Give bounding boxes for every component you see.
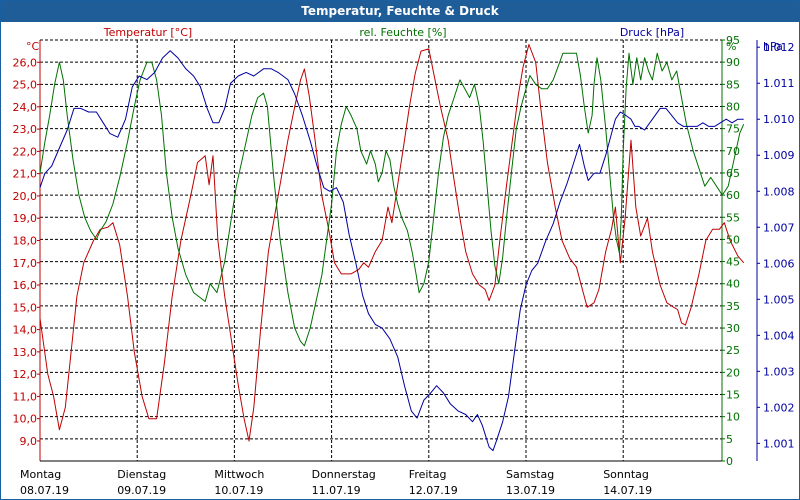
pressure-tick-label: 1.010 (763, 113, 795, 126)
temperature-tick-label: 13,0 (13, 346, 38, 359)
series-lines (39, 44, 745, 452)
pressure-tick-label: 1.003 (763, 365, 795, 378)
x-tick-date: 12.07.19 (409, 484, 458, 497)
temperature-line (39, 44, 745, 442)
humidity-tick-label: 60 (726, 189, 740, 202)
humidity-series-label: rel. Feuchte [%] (359, 26, 446, 39)
humidity-tick-label: 40 (726, 278, 740, 291)
temperature-tick-label: 14,0 (13, 324, 38, 337)
temperature-tick-label: 23,0 (13, 123, 38, 136)
x-tick-date: 08.07.19 (20, 484, 69, 497)
temperature-tick-label: 19,0 (13, 212, 38, 225)
x-tick-day: Sonntag (603, 468, 649, 481)
humidity-tick-label: 10 (726, 411, 740, 424)
x-tick-day: Samstag (506, 468, 554, 481)
temperature-tick-label: 11,0 (13, 390, 38, 403)
humidity-tick-label: 50 (726, 233, 740, 246)
humidity-tick-label: 25 (726, 344, 740, 357)
humidity-tick-label: 75 (726, 123, 740, 136)
x-tick-date: 10.07.19 (214, 484, 263, 497)
humidity-tick-label: 15 (726, 389, 740, 402)
humidity-tick-label: 30 (726, 322, 740, 335)
x-tick-date: 14.07.19 (603, 484, 652, 497)
humidity-tick-label: 0 (726, 455, 733, 468)
pressure-tick-label: 1.009 (763, 149, 795, 162)
temperature-tick-label: 9,0 (20, 435, 38, 448)
x-tick-day: Dienstag (117, 468, 166, 481)
humidity-tick-label: 95 (726, 34, 740, 47)
temperature-tick-label: 17,0 (13, 257, 38, 270)
pressure-tick-label: 1.006 (763, 257, 795, 270)
x-tick-date: 09.07.19 (117, 484, 166, 497)
temperature-tick-label: 26,0 (13, 56, 38, 69)
temperature-unit: °C (26, 40, 40, 53)
humidity-tick-label: 85 (726, 78, 740, 91)
pressure-tick-label: 1.007 (763, 221, 795, 234)
temperature-tick-label: 21,0 (13, 168, 38, 181)
temperature-tick-label: 24,0 (13, 101, 38, 114)
humidity-tick-label: 65 (726, 167, 740, 180)
humidity-tick-label: 90 (726, 56, 740, 69)
pressure-tick-label: 1.004 (763, 329, 795, 342)
x-tick-date: 11.07.19 (312, 484, 361, 497)
x-tick-day: Donnerstag (312, 468, 376, 481)
humidity-tick-label: 45 (726, 256, 740, 269)
x-tick-day: Freitag (409, 468, 447, 481)
x-tick-date: 13.07.19 (506, 484, 555, 497)
pressure-tick-label: 1.008 (763, 185, 795, 198)
axes (37, 39, 760, 462)
humidity-tick-label: 35 (726, 300, 740, 313)
grid (40, 39, 722, 461)
temperature-tick-label: 20,0 (13, 190, 38, 203)
pressure-unit: hPa (763, 40, 783, 53)
temperature-tick-label: 10,0 (13, 413, 38, 426)
pressure-tick-label: 1.001 (763, 437, 795, 450)
humidity-unit: % (726, 40, 736, 53)
humidity-line (39, 52, 745, 347)
pressure-tick-label: 1.011 (763, 77, 795, 90)
pressure-series-label: Druck [hPa] (620, 26, 684, 39)
humidity-tick-label: 80 (726, 100, 740, 113)
temperature-tick-label: 22,0 (13, 145, 38, 158)
humidity-tick-label: 70 (726, 145, 740, 158)
chart-title: Temperatur, Feuchte & Druck (1, 1, 799, 22)
x-tick-day: Montag (20, 468, 61, 481)
x-tick-day: Mittwoch (214, 468, 264, 481)
temperature-tick-label: 25,0 (13, 79, 38, 92)
temperature-tick-label: 18,0 (13, 234, 38, 247)
axis-labels: 9,0 10,0 11,0 12,0 13,0 14,0 15,0 16,0 17,0 18,0 1… (13, 26, 795, 497)
humidity-tick-label: 20 (726, 366, 740, 379)
temperature-tick-label: 12,0 (13, 368, 38, 381)
humidity-tick-label: 55 (726, 211, 740, 224)
temperature-series-label: Temperatur [°C] (103, 26, 192, 39)
pressure-tick-label: 1.002 (763, 401, 795, 414)
temperature-tick-label: 15,0 (13, 301, 38, 314)
pressure-line (39, 50, 744, 452)
humidity-tick-label: 5 (726, 433, 733, 446)
pressure-tick-label: 1.012 (763, 41, 795, 54)
pressure-tick-label: 1.005 (763, 293, 795, 306)
temperature-tick-label: 16,0 (13, 279, 38, 292)
